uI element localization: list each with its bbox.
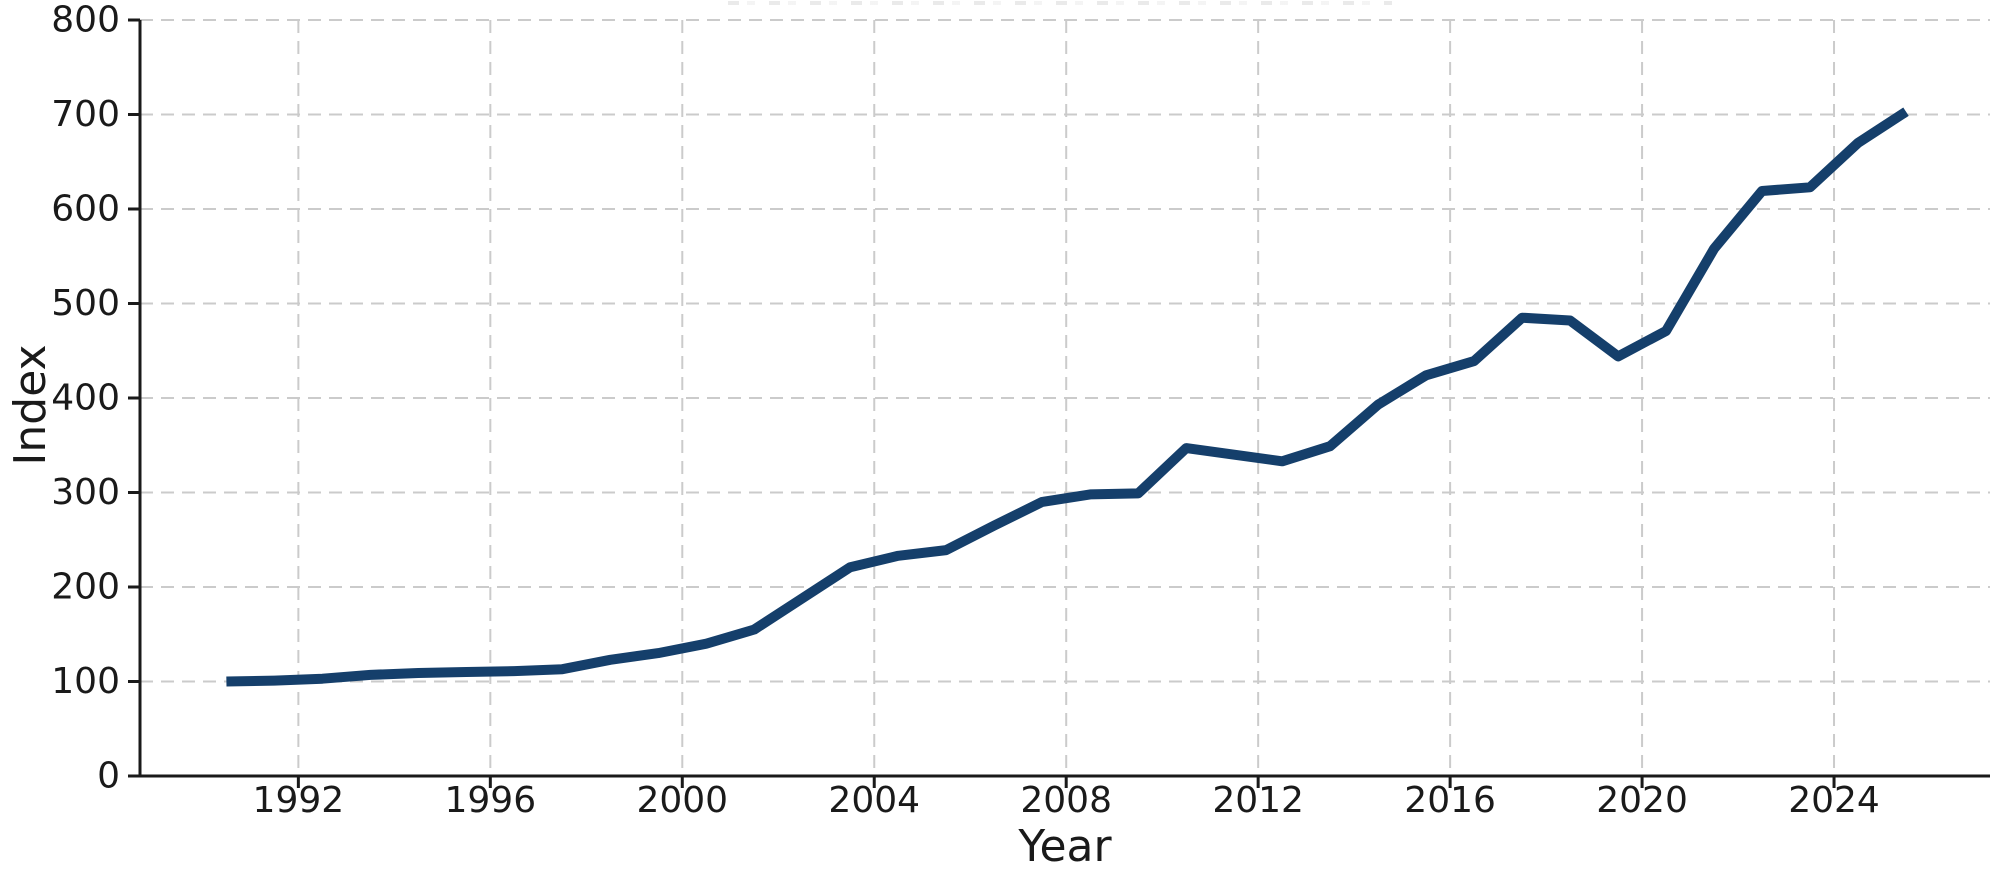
x-axis-label: Year [1017,821,1112,872]
y-tick-label-100: 100 [51,661,120,702]
clipped-title-fragment [728,1,1392,5]
y-tick-label-700: 700 [51,94,120,135]
x-tick-label-2004: 2004 [828,780,920,821]
x-tick-label-2020: 2020 [1596,780,1688,821]
y-tick-label-600: 600 [51,189,120,230]
x-tick-label-2012: 2012 [1212,780,1304,821]
y-tick-label-500: 500 [51,283,120,324]
x-tick-label-2024: 2024 [1788,780,1880,821]
data-line-index [226,107,1909,687]
x-tick-label-1996: 1996 [445,780,537,821]
x-tick-label-2008: 2008 [1020,780,1112,821]
y-tick-label-200: 200 [51,567,120,608]
x-tick-label-1992: 1992 [253,780,345,821]
x-tick-label-2016: 2016 [1404,780,1496,821]
y-axis-label: Index [5,344,56,465]
y-tick-label-400: 400 [51,378,120,419]
x-tick-label-2000: 2000 [636,780,728,821]
y-tick-label-0: 0 [97,756,120,797]
y-tick-label-300: 300 [51,472,120,513]
y-tick-label-800: 800 [51,0,120,41]
